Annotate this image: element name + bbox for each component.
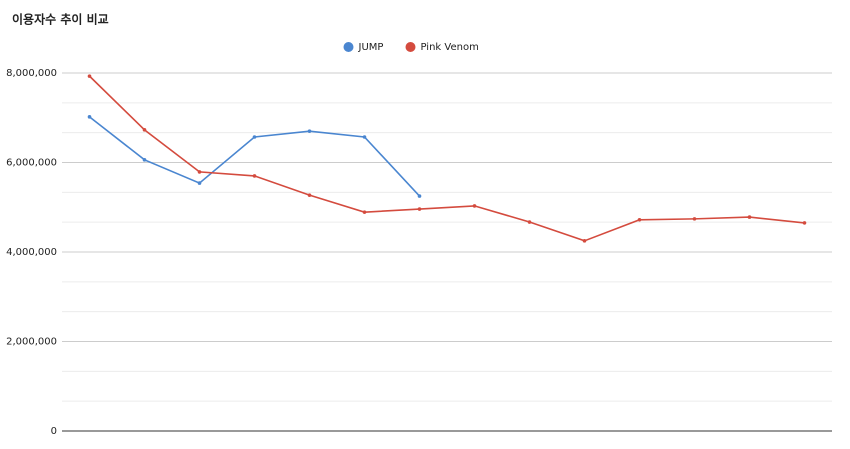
legend-marker bbox=[343, 42, 354, 52]
chart-title: 이용자수 추이 비교 bbox=[12, 12, 109, 27]
y-tick-label: 2,000,000 bbox=[6, 337, 57, 348]
point bbox=[307, 193, 312, 197]
point bbox=[692, 217, 697, 221]
point bbox=[307, 129, 312, 133]
point bbox=[527, 220, 532, 224]
point bbox=[87, 115, 92, 119]
y-tick-label: 0 bbox=[51, 426, 57, 437]
point bbox=[582, 239, 587, 243]
series-line bbox=[89, 116, 421, 197]
y-tick-label: 6,000,000 bbox=[6, 158, 57, 169]
point bbox=[472, 204, 477, 208]
point bbox=[252, 174, 257, 178]
point bbox=[142, 128, 147, 132]
point bbox=[747, 215, 752, 219]
point bbox=[362, 210, 367, 214]
point bbox=[197, 181, 202, 185]
point bbox=[637, 217, 642, 222]
point bbox=[802, 221, 807, 225]
point bbox=[87, 74, 92, 78]
point bbox=[252, 135, 257, 139]
point bbox=[417, 207, 422, 211]
point bbox=[197, 170, 202, 174]
point bbox=[417, 194, 422, 198]
point bbox=[142, 158, 147, 162]
y-tick-label: 4,000,000 bbox=[6, 247, 57, 258]
legend-label: Pink Venom bbox=[421, 42, 479, 53]
y-tick-label: 8,000,000 bbox=[6, 68, 57, 79]
legend-label: JUMP bbox=[358, 42, 384, 53]
series-line bbox=[88, 75, 805, 242]
legend-marker bbox=[405, 42, 416, 52]
point bbox=[362, 135, 367, 139]
